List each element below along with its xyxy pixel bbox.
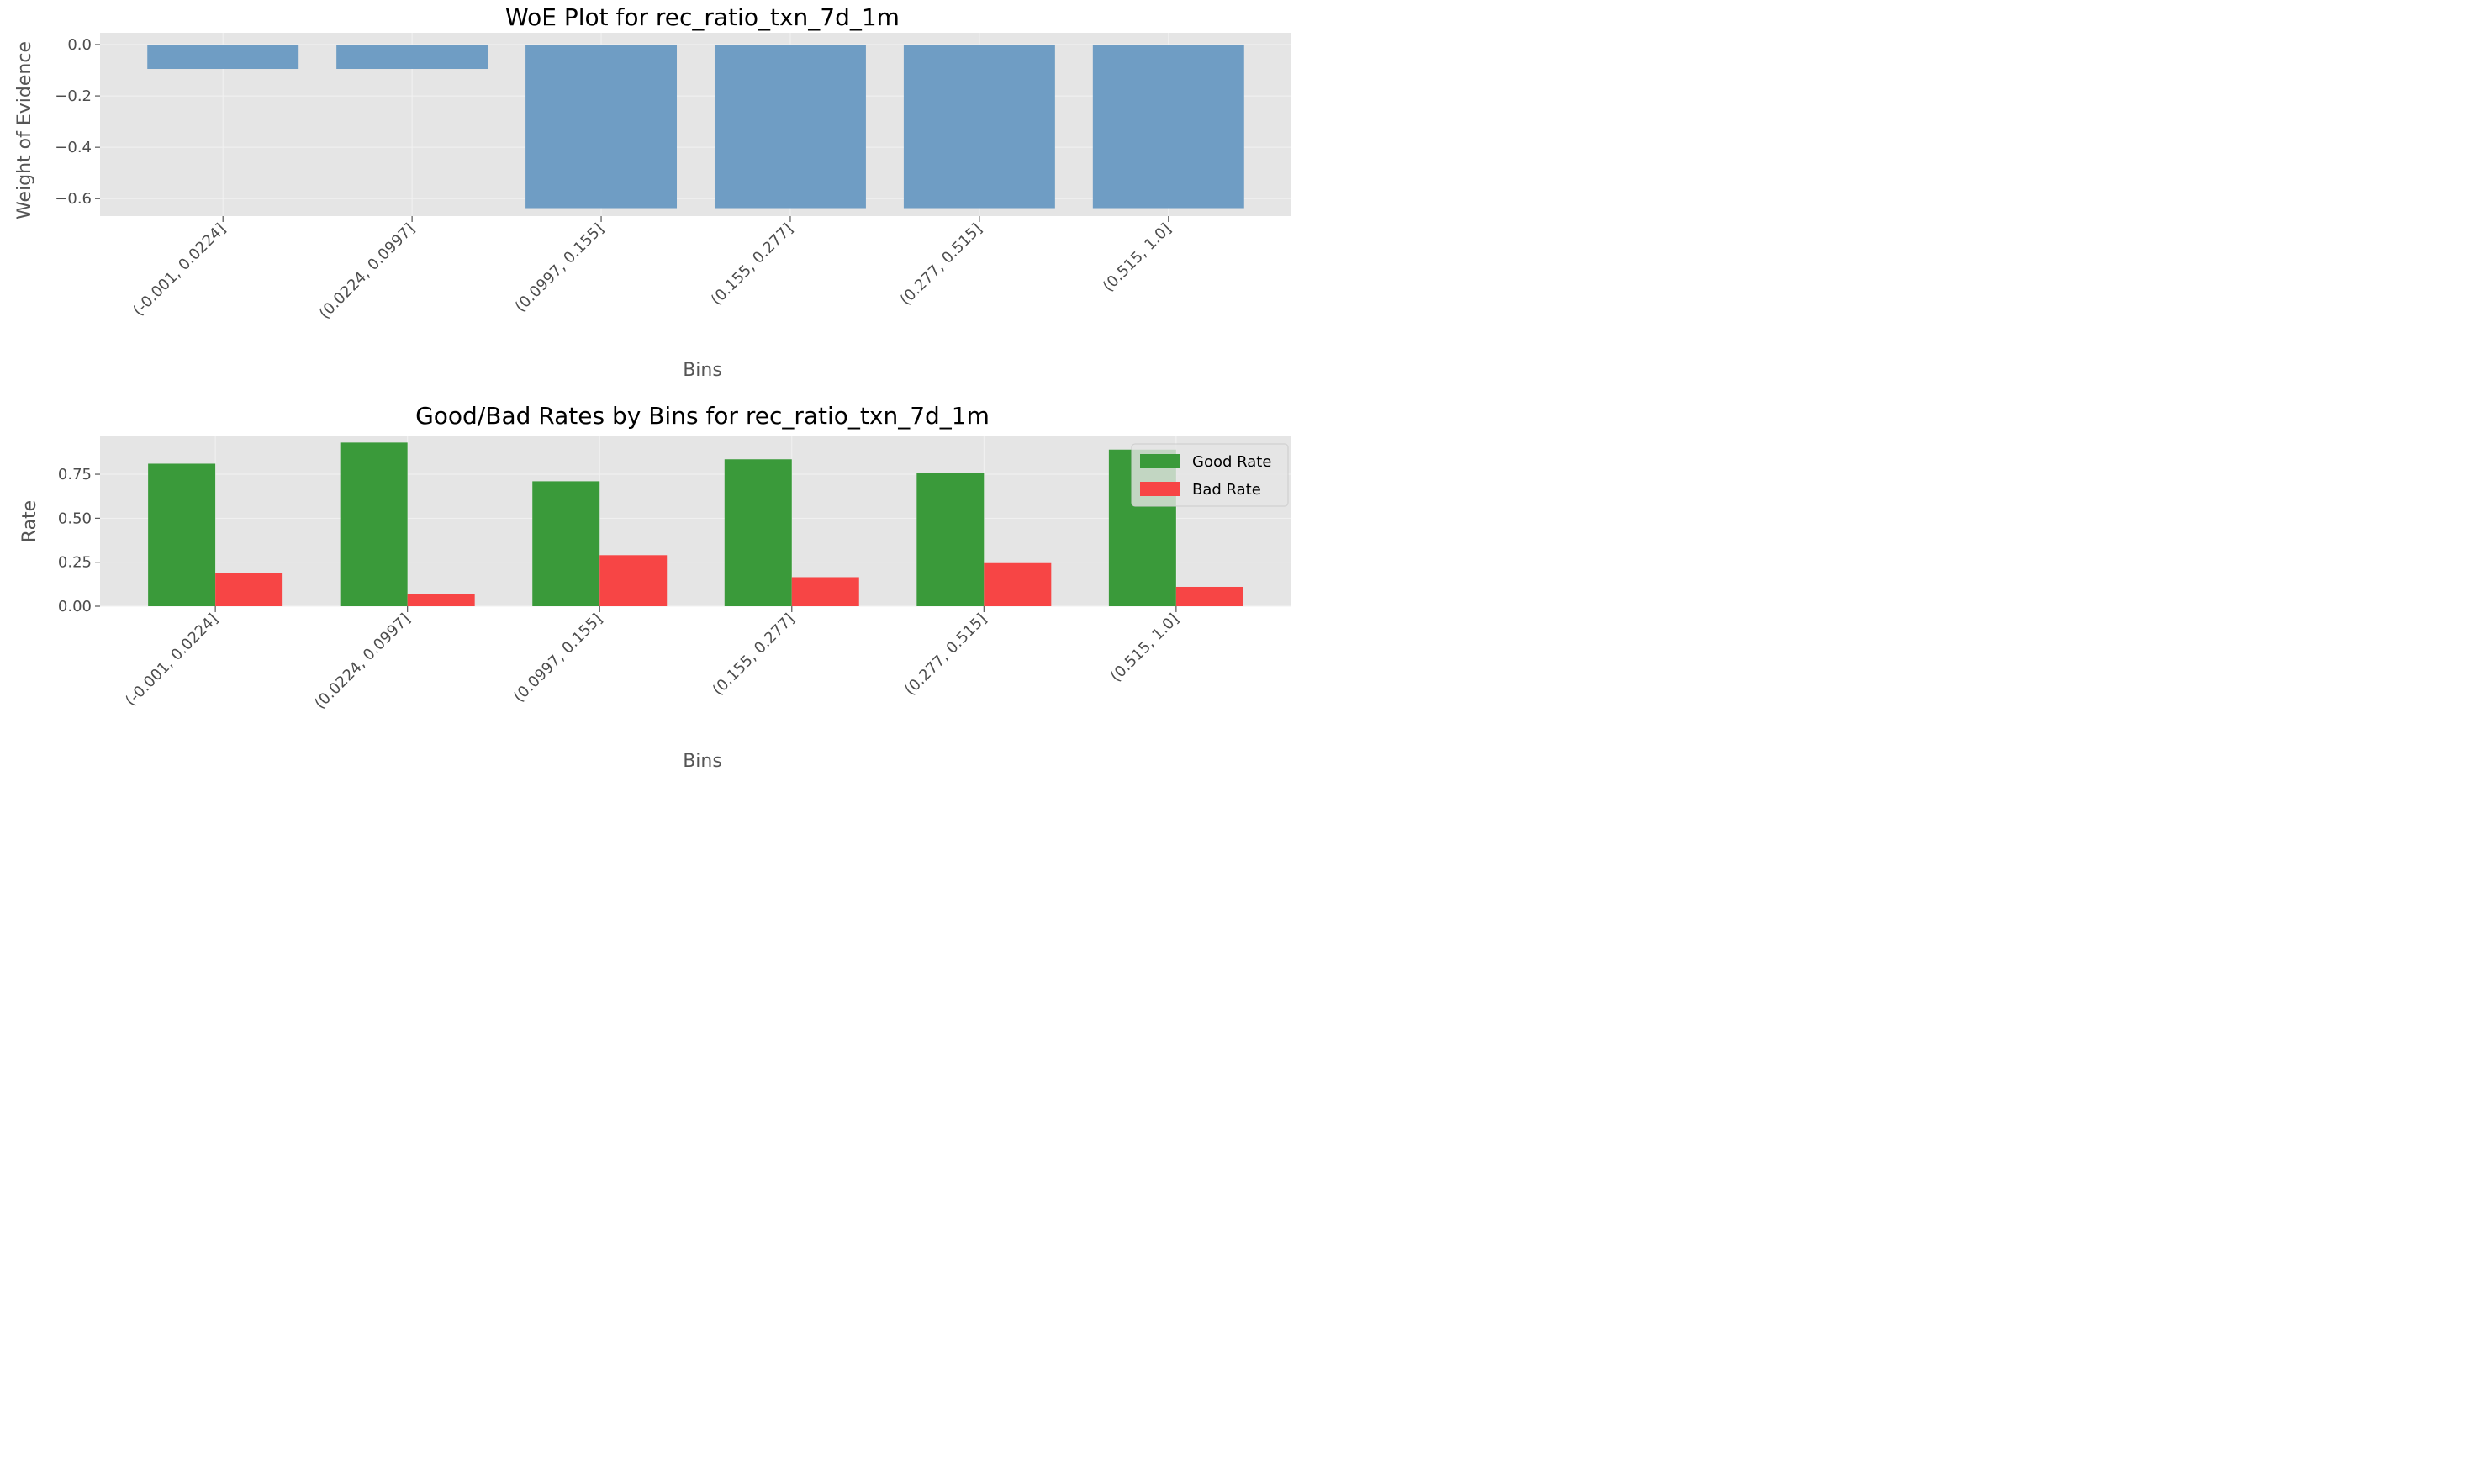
bad-rate-bar — [407, 594, 475, 606]
woe-bar — [903, 45, 1055, 209]
bad-rate-legend-swatch — [1140, 482, 1180, 496]
woe-y-tick-label: −0.6 — [55, 190, 92, 208]
rates-y-tick-label: 0.00 — [58, 598, 92, 615]
woe-x-tick-label: (0.155, 0.277] — [708, 220, 797, 309]
rates-x-tick-label: (-0.001, 0.0224] — [122, 610, 221, 710]
rates-x-tick-label: (0.155, 0.277] — [710, 610, 799, 700]
good-rate-bar — [916, 473, 985, 606]
rates-legend: Good Rate Bad Rate — [1131, 443, 1289, 507]
bad-rate-bar — [215, 573, 283, 606]
rates-plot-area — [100, 436, 1291, 606]
rates-y-tick-label: 0.75 — [58, 466, 92, 483]
woe-y-tick-label: −0.2 — [55, 87, 92, 105]
bad-rate-bar — [599, 555, 668, 606]
rates-x-tick-label: (0.0224, 0.0997] — [311, 610, 414, 713]
woe-y-ticks: 0.0 −0.2 −0.4 −0.6 — [55, 36, 100, 208]
woe-x-tick-label: (-0.001, 0.0224] — [129, 220, 229, 320]
rates-x-ticks: (-0.001, 0.0224] (0.0224, 0.0997] (0.0997,… — [122, 606, 1182, 713]
rates-x-tick-label: (0.0997, 0.155] — [510, 610, 606, 706]
good-rate-legend-swatch — [1140, 454, 1180, 468]
woe-y-axis-label: Weight of Evidence — [14, 41, 35, 219]
rates-x-tick-label: (0.515, 1.0] — [1107, 610, 1183, 686]
woe-x-tick-label: (0.277, 0.515] — [897, 220, 986, 309]
figure: 0.0 −0.2 −0.4 −0.6 (-0.001, 0.0224] (0.0224,… — [14, 3, 1291, 772]
woe-bar — [147, 45, 299, 70]
woe-x-axis-label: Bins — [683, 360, 722, 381]
good-rate-legend-label: Good Rate — [1192, 453, 1271, 471]
good-rate-bar — [724, 459, 792, 606]
woe-bar — [525, 45, 678, 209]
good-rate-bar — [532, 481, 600, 606]
woe-bar — [1092, 45, 1244, 209]
woe-chart-title: WoE Plot for rec_ratio_txn_7d_1m — [505, 3, 900, 31]
rates-y-tick-label: 0.25 — [58, 554, 92, 572]
woe-x-tick-label: (0.0997, 0.155] — [512, 220, 608, 316]
woe-bar — [714, 45, 866, 209]
rates-y-ticks: 0.00 0.25 0.50 0.75 — [58, 466, 100, 615]
rates-x-axis-label: Bins — [683, 751, 722, 772]
woe-x-ticks: (-0.001, 0.0224] (0.0224, 0.0997] (0.0997,… — [129, 216, 1175, 323]
bad-rate-bar — [791, 577, 859, 606]
woe-y-tick-label: 0.0 — [67, 36, 92, 54]
rates-y-tick-label: 0.50 — [58, 510, 92, 527]
bad-rate-bar — [984, 562, 1052, 606]
rates-chart-title: Good/Bad Rates by Bins for rec_ratio_txn… — [415, 402, 990, 430]
woe-bars — [147, 45, 1244, 209]
rates-x-tick-label: (0.277, 0.515] — [901, 610, 990, 700]
good-rate-bar — [148, 463, 216, 606]
good-rate-bar — [340, 442, 408, 606]
rates-chart: 0.00 0.25 0.50 0.75 (-0.001, 0.0224] (0.0224… — [19, 402, 1291, 772]
woe-bar — [336, 45, 488, 70]
bad-rate-legend-label: Bad Rate — [1192, 481, 1261, 499]
woe-chart: 0.0 −0.2 −0.4 −0.6 (-0.001, 0.0224] (0.0224,… — [14, 3, 1291, 381]
bad-rate-bar — [1175, 586, 1243, 606]
woe-x-tick-label: (0.0224, 0.0997] — [316, 220, 419, 323]
woe-y-tick-label: −0.4 — [55, 139, 92, 156]
rates-y-axis-label: Rate — [19, 500, 40, 542]
woe-x-tick-label: (0.515, 1.0] — [1100, 220, 1175, 296]
